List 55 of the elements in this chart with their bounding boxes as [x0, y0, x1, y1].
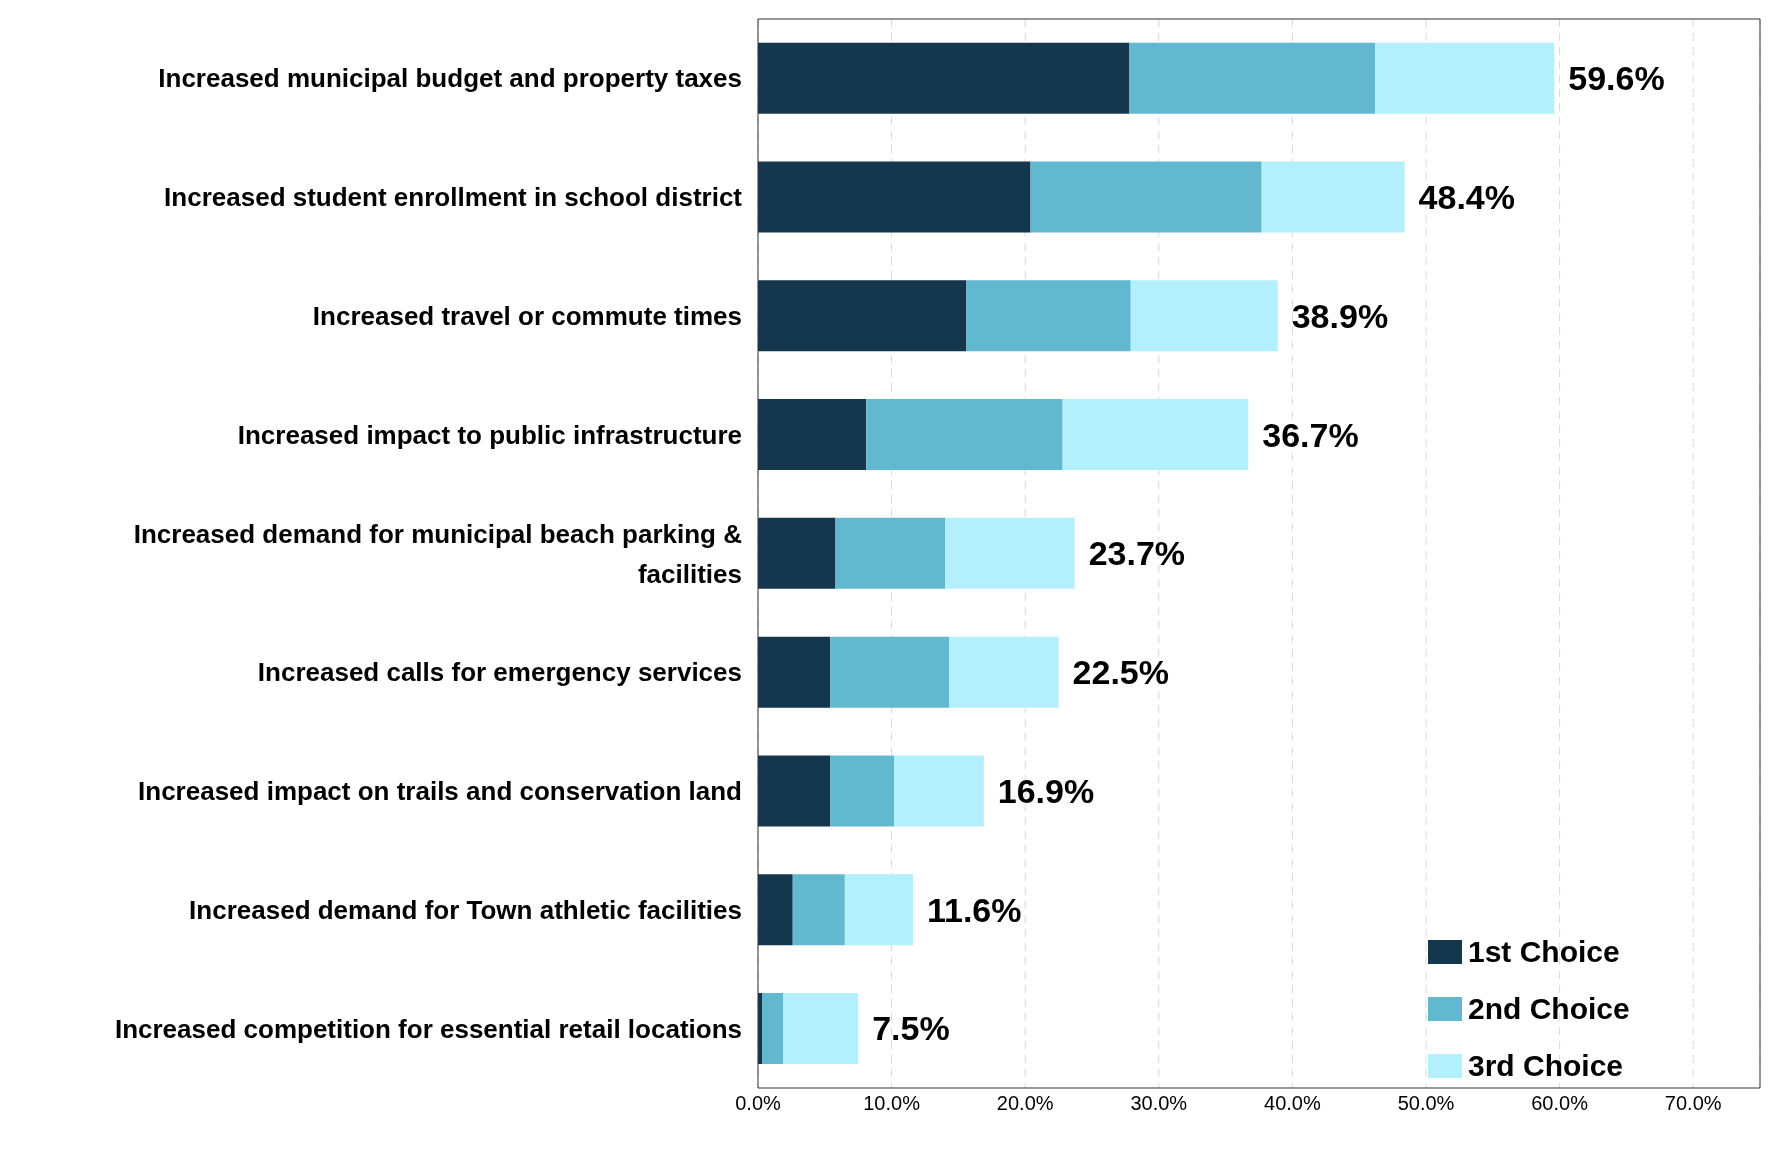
- total-label: 59.6%: [1568, 59, 1665, 98]
- y-tick-label: Increased municipal budget and property taxes: [158, 63, 742, 94]
- y-tick-label: Increased demand for municipal beach parking & facilities: [133, 518, 742, 589]
- bar: [758, 517, 836, 589]
- bar: [758, 42, 1130, 114]
- legend-label: 2nd Choice: [1468, 991, 1630, 1026]
- bar: [1261, 161, 1405, 233]
- x-tick-label: 50.0%: [1397, 1092, 1455, 1115]
- bar: [945, 517, 1075, 589]
- x-tick-label: 20.0%: [996, 1092, 1054, 1115]
- total-label: 36.7%: [1262, 415, 1359, 454]
- bar: [792, 874, 845, 946]
- bar: [894, 755, 984, 827]
- bar: [1030, 161, 1262, 233]
- bar: [1129, 42, 1376, 114]
- bar: [830, 636, 950, 708]
- bar: [1062, 399, 1249, 471]
- bar: [758, 280, 967, 352]
- total-label: 11.6%: [926, 890, 1022, 929]
- bar: [783, 992, 859, 1064]
- y-tick-label: Increased demand for Town athletic facilities: [189, 894, 742, 925]
- bar: [758, 874, 793, 946]
- total-label: 38.9%: [1291, 296, 1389, 335]
- bar: [762, 992, 784, 1064]
- bar: [830, 755, 895, 827]
- legend-label: 1st Choice: [1468, 934, 1620, 969]
- y-tick-label: Increased impact on trails and conservation land: [138, 776, 742, 807]
- bar: [758, 161, 1031, 233]
- total-label: 16.9%: [997, 771, 1095, 810]
- total-label: 22.5%: [1072, 653, 1170, 692]
- bar: [758, 755, 831, 827]
- bar: [1130, 280, 1278, 352]
- bar: [1375, 42, 1555, 114]
- y-tick-label: Increased travel or commute times: [312, 300, 742, 331]
- legend-label: 3rd Choice: [1468, 1048, 1624, 1083]
- y-tick-label: Increased impact to public infrastructure: [237, 419, 742, 450]
- bar: [966, 280, 1131, 352]
- y-tick-label: Increased student enrollment in school district: [164, 182, 743, 213]
- x-tick-label: 70.0%: [1664, 1092, 1722, 1115]
- bar: [949, 636, 1059, 708]
- y-tick-label: Increased competition for essential retail locations: [114, 1013, 742, 1044]
- x-tick-label: 40.0%: [1264, 1092, 1321, 1115]
- bar: [835, 517, 946, 589]
- x-tick-label: 60.0%: [1531, 1092, 1589, 1115]
- bar: [758, 636, 831, 708]
- total-label: 7.5%: [872, 1009, 950, 1048]
- bar: [866, 399, 1063, 471]
- x-tick-label: 0.0%: [735, 1092, 782, 1115]
- x-tick-label: 30.0%: [1130, 1092, 1188, 1115]
- total-label: 23.7%: [1088, 534, 1186, 573]
- bar: [844, 874, 913, 946]
- total-label: 48.4%: [1418, 178, 1516, 217]
- y-tick-label: Increased calls for emergency services: [257, 657, 742, 688]
- bar: [758, 399, 867, 471]
- x-tick-label: 10.0%: [863, 1092, 921, 1115]
